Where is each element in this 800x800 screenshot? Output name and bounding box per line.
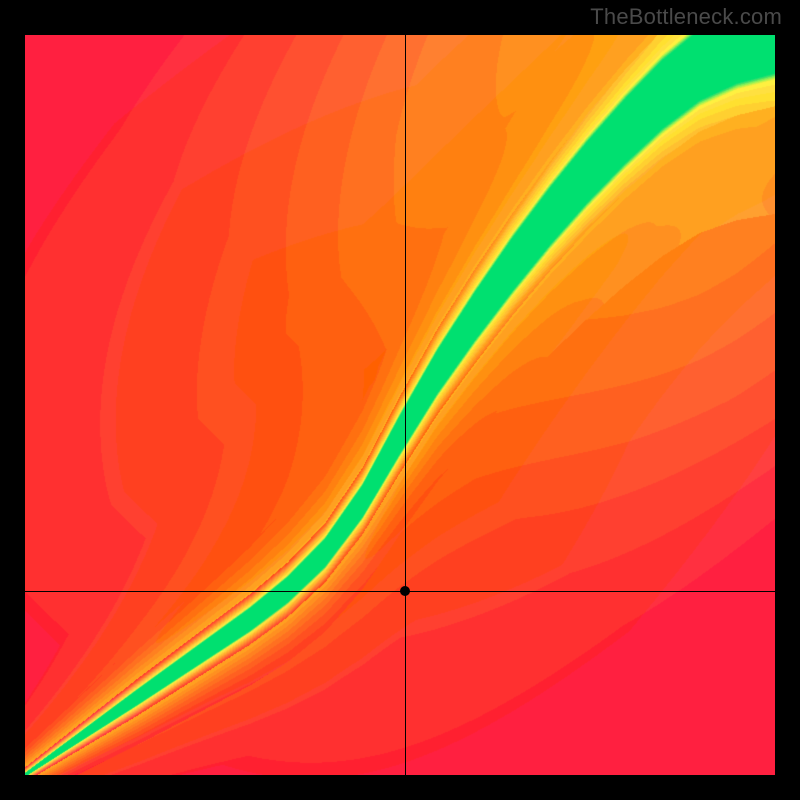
- watermark-text: TheBottleneck.com: [590, 4, 782, 30]
- frame: TheBottleneck.com: [0, 0, 800, 800]
- crosshair-vertical: [405, 35, 406, 775]
- crosshair-dot: [400, 586, 410, 596]
- heatmap-canvas: [25, 35, 775, 775]
- plot-area: [25, 35, 775, 775]
